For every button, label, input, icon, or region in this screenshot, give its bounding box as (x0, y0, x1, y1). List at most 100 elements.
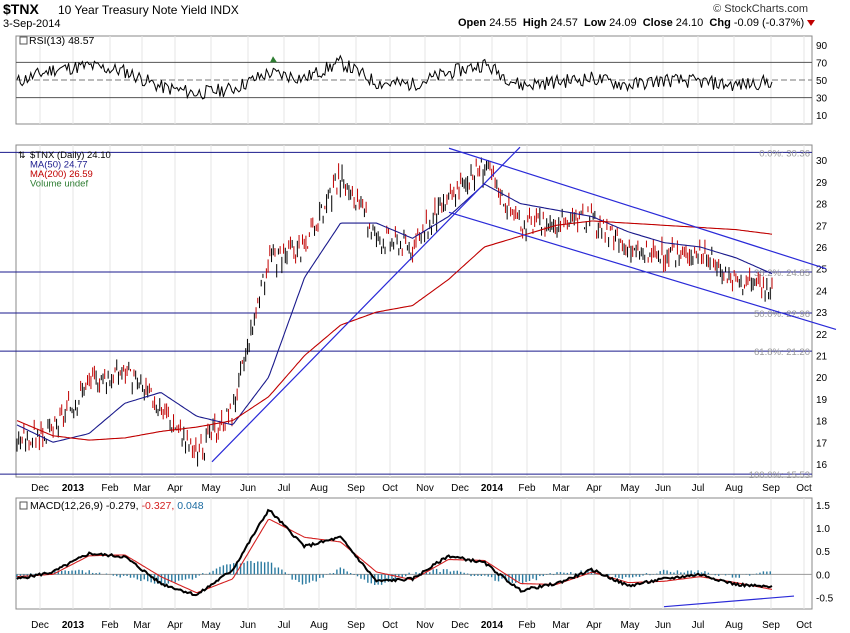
x-tick-label: Jun (655, 483, 671, 494)
x-tick-label: Dec (451, 483, 469, 494)
low-value: 24.09 (609, 17, 637, 29)
chg-value: -0.09 (-0.37%) (733, 17, 805, 29)
x-tick-label: 2013 (62, 620, 85, 631)
ohlc-readout: Open 24.55 High 24.57 Low 24.09 Close 24… (458, 17, 816, 29)
x-axis: Dec 2013 Feb Mar Apr May Jun Jul Aug Sep Oct Nov Dec… (31, 483, 812, 631)
x-tick-label: 2014 (481, 483, 504, 494)
x-tick-label: Aug (310, 483, 328, 494)
x-tick-label: 2013 (62, 483, 85, 494)
price-tick-label: 23 (816, 308, 828, 319)
x-tick-label: Aug (725, 620, 743, 631)
rsi-tick-label: 90 (816, 41, 828, 52)
price-legend-entry: Volume undef (30, 179, 88, 190)
x-tick-label: Sep (347, 620, 365, 631)
x-tick-label: Mar (552, 620, 570, 631)
x-tick-label: Jun (240, 620, 256, 631)
price-tick-label: 21 (816, 351, 828, 362)
uptrend-line (211, 146, 521, 463)
macd-tick-label: 0.5 (816, 547, 830, 558)
chart-header: $TNX 10 Year Treasury Note Yield INDX 3-… (0, 0, 850, 34)
x-tick-label: Aug (310, 620, 328, 631)
x-tick-label: Apr (586, 620, 602, 631)
x-tick-label: Nov (416, 620, 434, 631)
x-tick-label: Oct (796, 483, 812, 494)
chart-date: 3-Sep-2014 (3, 18, 61, 30)
x-tick-label: Apr (167, 483, 183, 494)
down-arrow-icon (807, 20, 816, 26)
price-tick-label: 29 (816, 178, 828, 189)
x-tick-label: May (202, 483, 221, 494)
open-value: 24.55 (489, 17, 517, 29)
macd-tick-label: 0.0 (816, 570, 830, 581)
ma50-line (16, 183, 773, 443)
ma200-line (16, 220, 773, 441)
high-value: 24.57 (550, 17, 578, 29)
x-tick-label: Mar (133, 620, 151, 631)
price-tick-label: 18 (816, 417, 828, 428)
ticker-symbol: $TNX (3, 1, 39, 17)
price-tick-label: 17 (816, 438, 828, 449)
rsi-tick-label: 10 (816, 111, 828, 122)
price-tick-label: 28 (816, 200, 828, 211)
x-tick-label: Jul (278, 483, 291, 494)
rsi-line (16, 54, 773, 100)
macd-line (16, 508, 773, 597)
x-tick-label: Jul (692, 620, 705, 631)
x-tick-label: Dec (31, 620, 49, 631)
channel-upper-line (448, 147, 827, 270)
x-tick-label: Jul (278, 620, 291, 631)
fib-label: 61.8%: 21.20 (754, 347, 810, 358)
channel-lower-line (448, 211, 837, 331)
price-frame (15, 144, 813, 478)
x-tick-label: Jun (655, 620, 671, 631)
x-tick-label: Sep (762, 620, 780, 631)
x-tick-label: Oct (796, 620, 812, 631)
rsi-tick-label: 50 (816, 76, 828, 87)
macd-frame (15, 497, 813, 610)
rsi-overbought-fill (270, 56, 277, 63)
price-tick-label: 27 (816, 221, 828, 232)
fib-label: 0.0%: 30.36 (759, 148, 810, 159)
x-tick-label: Feb (518, 620, 536, 631)
rsi-label: RSI(13) 48.57 (29, 35, 95, 47)
price-tick-label: 19 (816, 395, 828, 406)
exchange-label: INDX (210, 3, 239, 17)
price-tick-label: 30 (816, 156, 828, 167)
x-tick-label: Oct (382, 620, 398, 631)
price-legend-entry: $TNX (Daily) 24.10 (30, 150, 111, 161)
x-tick-label: Feb (101, 483, 119, 494)
rsi-legend-swatch (19, 36, 28, 45)
price-tick-label: 26 (816, 243, 828, 254)
x-tick-label: Feb (101, 620, 119, 631)
macd-tick-label: 1.0 (816, 524, 830, 535)
x-tick-label: Oct (382, 483, 398, 494)
macd-label-signal: -0.327, (142, 500, 175, 512)
security-name-text: 10 Year Treasury Note Yield (58, 3, 207, 17)
security-name: 10 Year Treasury Note Yield INDX (58, 3, 239, 17)
close-label: Close (642, 17, 673, 29)
x-tick-label: Jun (240, 483, 256, 494)
macd-divergence-line (663, 595, 795, 608)
macd-label-value: MACD(12,26,9) -0.279, (30, 500, 139, 512)
x-tick-label: May (202, 620, 221, 631)
macd-tick-label: -0.5 (816, 593, 834, 604)
price-panel: 30 29 28 27 26 25 24 23 22 21 20 19 18 17 16 0.0%: 30.3… (0, 144, 837, 481)
close-value: 24.10 (675, 17, 704, 29)
x-tick-label: Apr (586, 483, 602, 494)
x-tick-label: Feb (518, 483, 536, 494)
x-tick-label: Mar (133, 483, 151, 494)
x-tick-label: Apr (167, 620, 183, 631)
x-tick-label: Aug (725, 483, 743, 494)
chg-label: Chg (709, 17, 731, 29)
price-tick-label: 16 (816, 460, 828, 471)
price-tick-label: 24 (816, 286, 828, 297)
x-tick-label: Nov (416, 483, 434, 494)
x-tick-label: Mar (552, 483, 570, 494)
low-label: Low (584, 17, 607, 29)
rsi-tick-label: 70 (816, 58, 828, 69)
fib-label: 100.0%: 15.53 (749, 470, 810, 481)
fib-label: 38.2%: 24.85 (754, 268, 810, 279)
price-tick-label: 22 (816, 330, 828, 341)
price-tick-label: 20 (816, 373, 828, 384)
